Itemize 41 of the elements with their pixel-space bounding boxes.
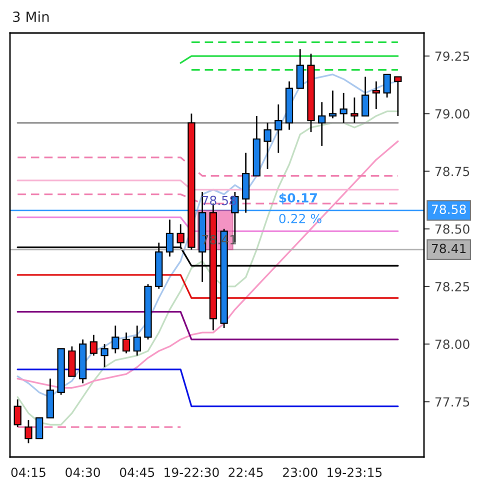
x-tick-label: 04:45 [120,468,154,478]
candlestick [296,48,304,89]
candlestick [24,419,32,444]
candlestick [318,101,326,147]
candlestick [122,332,130,354]
candlestick [372,80,380,110]
x-tick-label: 23:00 [283,468,318,478]
y-tick-label: 78.50 [435,224,470,234]
line-series [16,110,399,426]
candlestick [133,324,141,356]
candlestick [350,96,358,124]
candlestick [340,92,348,124]
annotation: $0.17 [279,192,317,204]
chart-title: 3 Min [13,11,49,22]
candlestick [383,74,391,98]
annotation: 78.41 [202,234,236,244]
ref-line-label: 78.41 [432,244,466,254]
candlestick [264,122,272,170]
annotation: 0.22 % [279,214,322,224]
y-tick-label: 78.75 [435,166,470,176]
x-tick-label: 04:30 [66,468,100,478]
x-tick-label: 22:45 [228,468,263,478]
y-tick-label: 79.25 [435,52,470,61]
candlestick [362,76,370,117]
y-tick-label: 77.75 [435,397,470,407]
candlestick [36,417,44,440]
candlestick [14,398,22,428]
x-tick-label: 19-23:15 [328,468,382,478]
candlestick [394,76,402,117]
candlestick [274,104,282,154]
ref-line-label: 78.58 [432,204,466,214]
candlestick [90,334,98,356]
y-tick-label: 78.00 [435,340,470,350]
candlestick [112,324,120,354]
y-tick-label: 79.00 [435,109,470,119]
x-tick-label: 04:15 [11,468,46,478]
line-series [16,140,399,389]
y-tick-label: 78.25 [435,282,470,292]
candlestick [100,343,108,368]
candlestick [328,90,337,119]
x-tick-label: 19-22:30 [164,468,219,478]
